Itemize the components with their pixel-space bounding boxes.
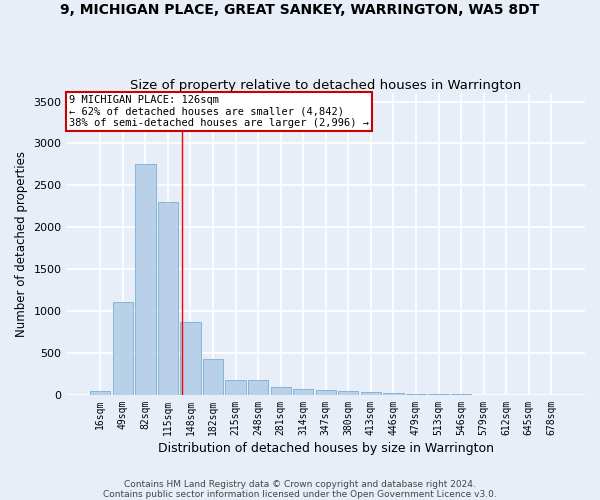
Title: Size of property relative to detached houses in Warrington: Size of property relative to detached ho… <box>130 79 521 92</box>
Bar <box>293 390 313 395</box>
Bar <box>181 322 200 395</box>
Bar <box>113 302 133 395</box>
X-axis label: Distribution of detached houses by size in Warrington: Distribution of detached houses by size … <box>158 442 494 455</box>
Bar <box>203 360 223 395</box>
Bar <box>338 391 358 395</box>
Bar <box>406 394 426 395</box>
Text: 9, MICHIGAN PLACE, GREAT SANKEY, WARRINGTON, WA5 8DT: 9, MICHIGAN PLACE, GREAT SANKEY, WARRING… <box>61 2 539 16</box>
Bar <box>158 202 178 395</box>
Bar <box>361 392 381 395</box>
Text: Contains HM Land Registry data © Crown copyright and database right 2024.
Contai: Contains HM Land Registry data © Crown c… <box>103 480 497 499</box>
Text: 9 MICHIGAN PLACE: 126sqm
← 62% of detached houses are smaller (4,842)
38% of sem: 9 MICHIGAN PLACE: 126sqm ← 62% of detach… <box>69 94 369 128</box>
Bar <box>248 380 268 395</box>
Bar <box>316 390 336 395</box>
Bar <box>383 393 404 395</box>
Bar <box>451 394 471 395</box>
Bar <box>428 394 449 395</box>
Y-axis label: Number of detached properties: Number of detached properties <box>15 151 28 337</box>
Bar <box>90 391 110 395</box>
Bar <box>271 386 291 395</box>
Bar <box>226 380 246 395</box>
Bar <box>135 164 155 395</box>
